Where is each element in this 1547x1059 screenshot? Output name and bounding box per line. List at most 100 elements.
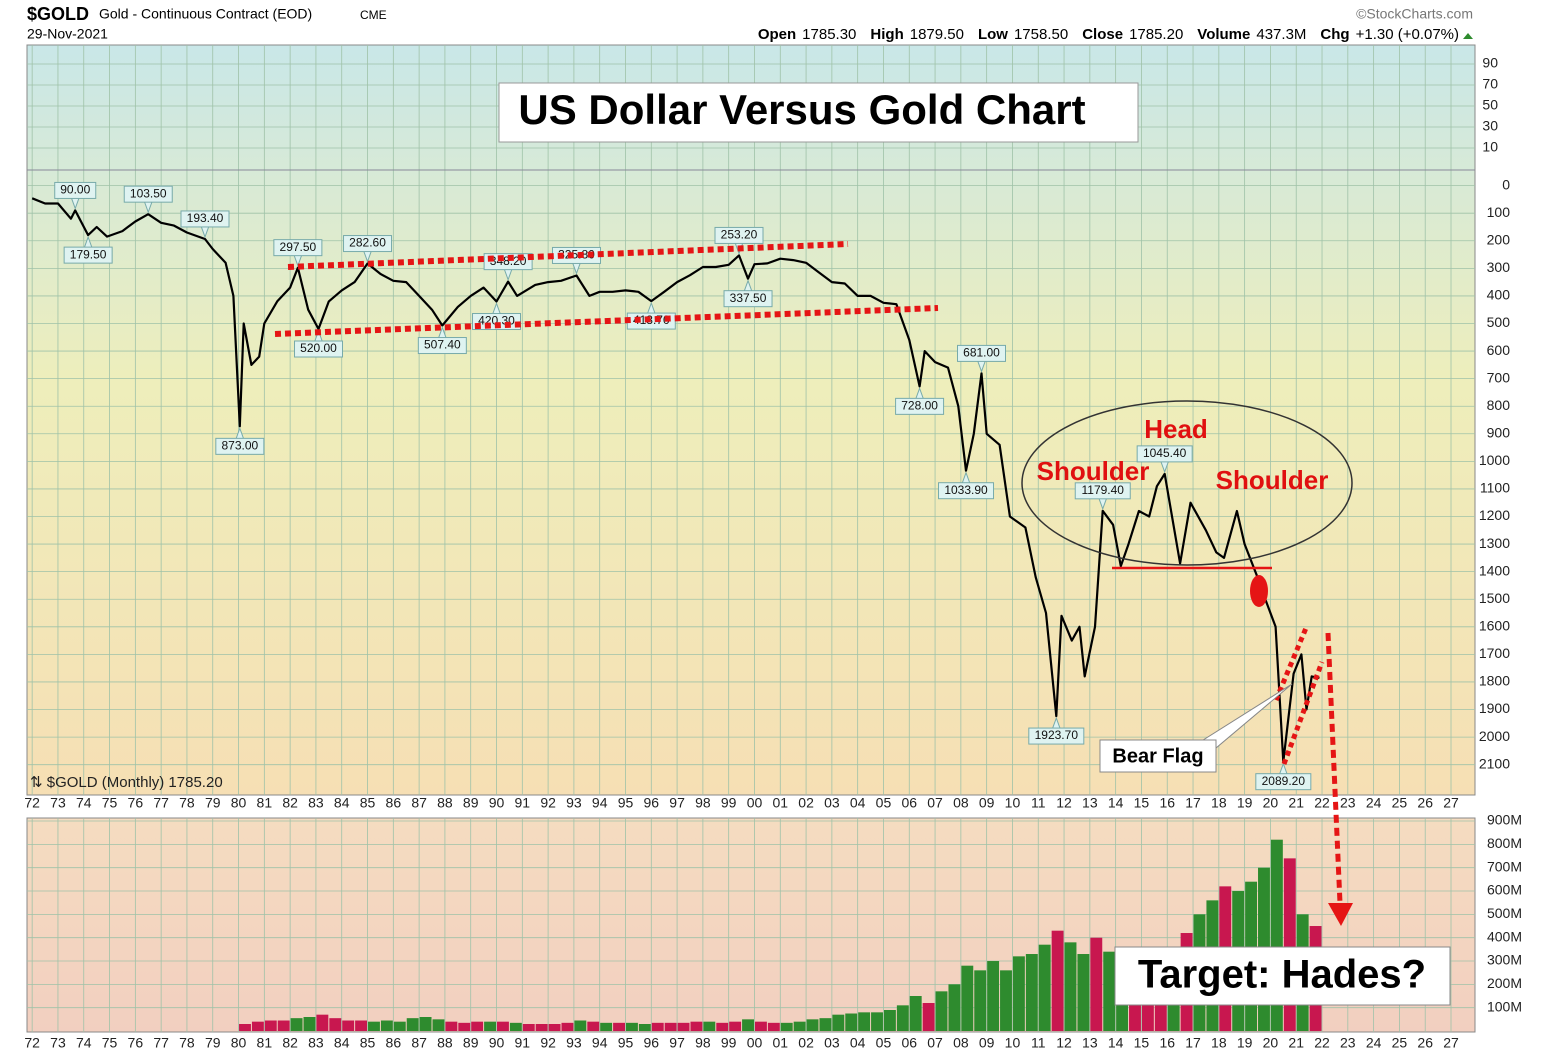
- volume-bar: [1025, 954, 1038, 1031]
- y-tick-label: 1800: [1479, 673, 1510, 689]
- stat-label: Open: [758, 26, 796, 43]
- volume-bar: [497, 1021, 509, 1031]
- x-tick-label: 06: [901, 795, 917, 811]
- exchange: CME: [360, 8, 387, 22]
- x-tick-label: 96: [644, 1035, 660, 1051]
- volume-bar: [1012, 956, 1025, 1031]
- volume-bar: [458, 1022, 471, 1031]
- volume-bar: [290, 1018, 303, 1031]
- y-tick-label: 600: [1487, 342, 1511, 358]
- x-tick-label: 76: [128, 1035, 144, 1051]
- volume-bar: [509, 1022, 522, 1031]
- bear-flag-label: Bear Flag: [1112, 745, 1203, 767]
- volume-bar: [251, 1021, 264, 1031]
- label-box: [294, 340, 344, 358]
- volume-bar: [1064, 942, 1077, 1031]
- x-tick-label: 24: [1366, 795, 1382, 811]
- x-tick-label: 04: [850, 795, 866, 811]
- x-tick-label: 92: [540, 1035, 556, 1051]
- y-tick-label: 300M: [1487, 952, 1522, 968]
- breakdown-marker: [1250, 575, 1268, 607]
- x-tick-label: 77: [153, 795, 169, 811]
- callout-box: [1099, 739, 1217, 773]
- point-label: 253.20: [721, 228, 758, 242]
- y-tick-label: 200M: [1487, 975, 1522, 991]
- volume-bar: [419, 1017, 432, 1031]
- shoulder-label: Shoulder: [1216, 465, 1329, 495]
- y-tick-label: 1100: [1480, 480, 1510, 496]
- x-tick-label: 80: [231, 1035, 247, 1051]
- volume-bar: [780, 1022, 793, 1031]
- point-label: 2089.20: [1262, 774, 1306, 788]
- quote-stats: Open 1785.30 High 1879.50 Low 1758.50 Close 178…: [758, 26, 1459, 43]
- x-tick-label: 91: [515, 795, 531, 811]
- head-label: Head: [1144, 414, 1208, 444]
- volume-bar: [587, 1021, 600, 1031]
- y2-tick-label: 30: [1482, 118, 1498, 134]
- volume-bar: [729, 1021, 742, 1031]
- channel-top: [287, 241, 849, 270]
- x-tick-label: 13: [1082, 1035, 1098, 1051]
- x-tick-label: 02: [798, 795, 814, 811]
- x-tick-label: 22: [1314, 795, 1330, 811]
- y-tick-label: 1400: [1479, 562, 1510, 578]
- flag-line: [1281, 661, 1325, 765]
- x-tick-label: 00: [747, 795, 763, 811]
- x-tick-label: 84: [334, 795, 350, 811]
- volume-bar: [1270, 839, 1283, 1031]
- volume-bar: [393, 1021, 406, 1031]
- point-label: 179.50: [70, 247, 107, 261]
- x-tick-label: 88: [437, 795, 453, 811]
- x-tick-label: 16: [1159, 1035, 1175, 1051]
- x-tick-label: 91: [515, 1035, 531, 1051]
- x-tick-label: 10: [1005, 795, 1021, 811]
- point-label: 103.50: [130, 186, 167, 200]
- x-tick-label: 02: [798, 1035, 814, 1051]
- x-tick-label: 08: [953, 795, 969, 811]
- x-tick-label: 05: [876, 1035, 892, 1051]
- x-tick-label: 97: [669, 795, 685, 811]
- x-tick-label: 74: [76, 795, 92, 811]
- x-tick-label: 25: [1392, 795, 1408, 811]
- volume-bar: [548, 1024, 561, 1031]
- x-tick-label: 21: [1288, 1035, 1304, 1051]
- y-tick-label: 600M: [1487, 882, 1522, 898]
- x-tick-label: 08: [953, 1035, 969, 1051]
- label-box: [63, 246, 113, 264]
- point-label: 873.00: [221, 439, 258, 453]
- x-tick-label: 19: [1237, 1035, 1253, 1051]
- volume-bar: [432, 1019, 445, 1031]
- point-label: 418.70: [633, 313, 670, 327]
- volume-bar: [1283, 858, 1296, 1031]
- y2-tick-label: 50: [1482, 97, 1498, 113]
- x-tick-label: 07: [927, 795, 943, 811]
- point-label: 337.50: [730, 291, 767, 305]
- volume-bar: [1000, 970, 1012, 1031]
- y2-tick-label: 70: [1482, 76, 1498, 92]
- label-box: [895, 397, 945, 415]
- label-box: [215, 437, 265, 455]
- target-label: Target: Hades?: [1138, 953, 1426, 997]
- change-arrow: [1463, 33, 1473, 39]
- x-tick-label: 04: [850, 1035, 866, 1051]
- x-tick-label: 03: [824, 1035, 840, 1051]
- point-label: 297.50: [280, 240, 317, 254]
- volume-bar: [638, 1024, 651, 1031]
- x-tick-label: 14: [1108, 795, 1124, 811]
- x-tick-label: 27: [1443, 1035, 1459, 1051]
- x-tick-label: 10: [1005, 1035, 1021, 1051]
- x-tick-label: 06: [901, 1035, 917, 1051]
- volume-bar: [909, 996, 922, 1031]
- x-tick-label: 05: [876, 795, 892, 811]
- point-label: 728.00: [901, 399, 938, 413]
- x-tick-label: 83: [308, 795, 324, 811]
- point-label: 325.80: [558, 248, 595, 262]
- stat-value: 1785.20: [1129, 26, 1183, 43]
- x-tick-label: 96: [644, 795, 660, 811]
- x-tick-label: 13: [1082, 795, 1098, 811]
- x-tick-label: 89: [463, 1035, 479, 1051]
- volume-bar: [767, 1022, 780, 1031]
- x-tick-label: 78: [179, 795, 195, 811]
- y-tick-label: 1600: [1479, 618, 1510, 634]
- x-tick-label: 90: [489, 795, 505, 811]
